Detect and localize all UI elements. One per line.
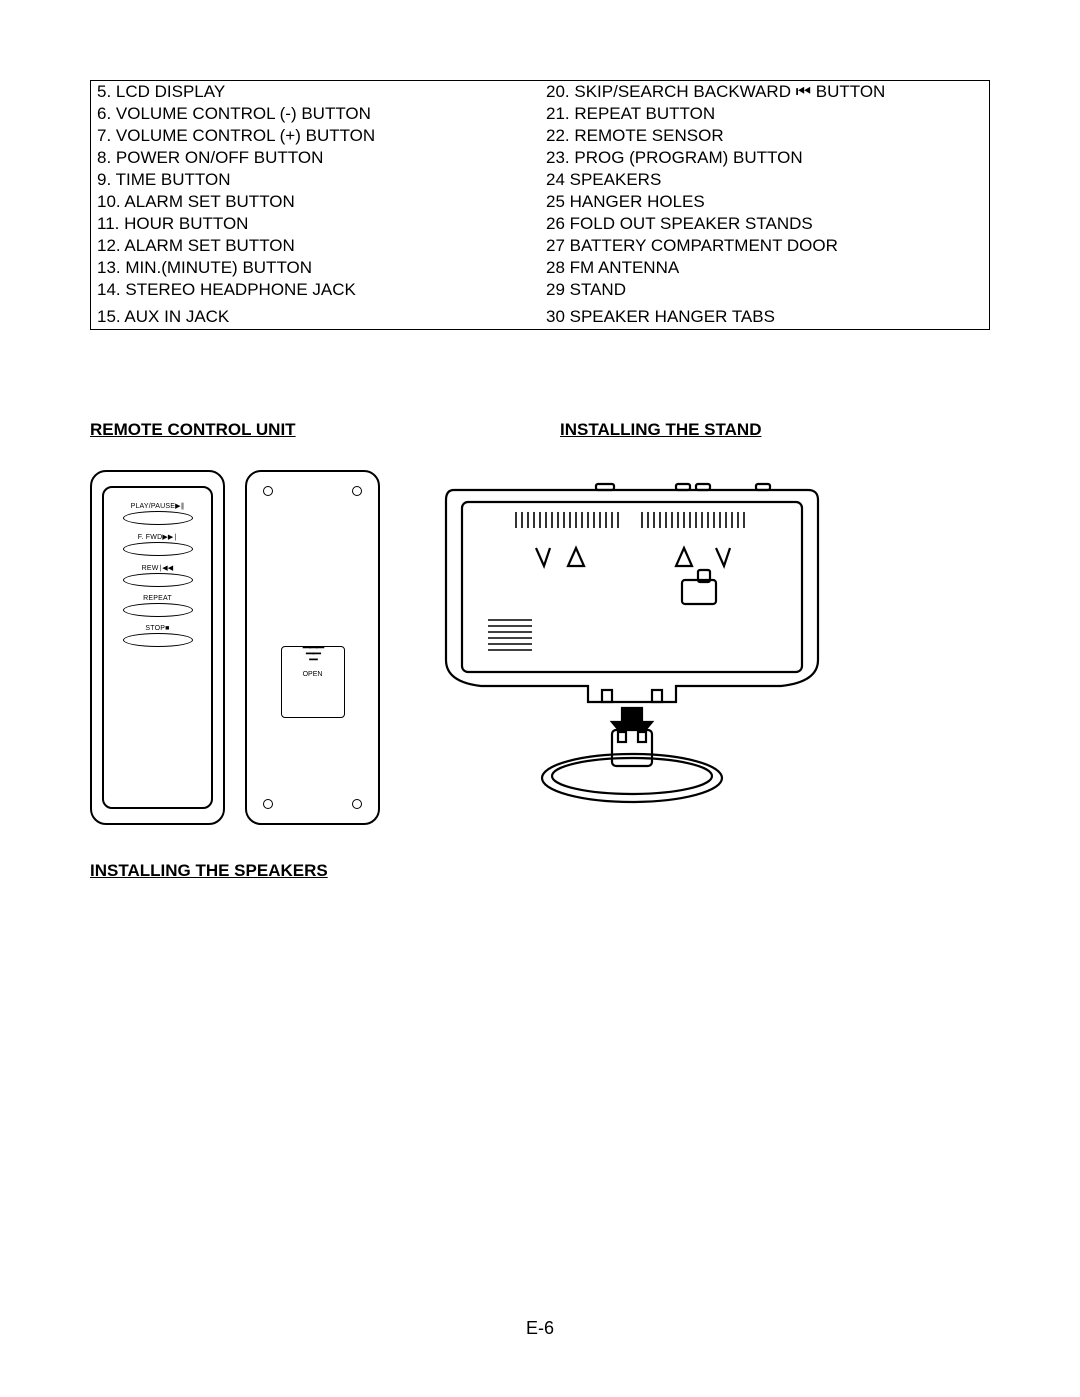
remote-button	[123, 511, 193, 525]
parts-table: 5. LCD DISPLAY20. SKIP/SEARCH BACKWARD ⏮…	[90, 80, 990, 330]
cell: 22. REMOTE SENSOR	[540, 125, 990, 147]
screw-icon	[263, 799, 273, 809]
remote-button	[123, 633, 193, 647]
remote-btn-label: REPEAT	[143, 595, 172, 602]
remote-back: ▔▔▔▔▔▔ OPEN	[245, 470, 380, 825]
remote-button	[123, 573, 193, 587]
cell: 28 FM ANTENNA	[540, 257, 990, 279]
cell: 15. AUX IN JACK	[91, 301, 541, 330]
heading-speakers: INSTALLING THE SPEAKERS	[90, 861, 990, 881]
cell: 20. SKIP/SEARCH BACKWARD ⏮ BUTTON	[540, 81, 990, 104]
cell: 21. REPEAT BUTTON	[540, 103, 990, 125]
screw-icon	[352, 799, 362, 809]
cell: 23. PROG (PROGRAM) BUTTON	[540, 147, 990, 169]
heading-stand: INSTALLING THE STAND	[560, 420, 761, 440]
remote-button	[123, 542, 193, 556]
battery-door: ▔▔▔▔▔▔ OPEN	[281, 646, 345, 718]
heading-remote: REMOTE CONTROL UNIT	[90, 420, 560, 440]
cell: 24 SPEAKERS	[540, 169, 990, 191]
remote-btn-label: PLAY/PAUSE▶∥	[131, 502, 185, 510]
remote-front: PLAY/PAUSE▶∥ F. FWD▶▶∣ REW∣◀◀ REPEAT STO…	[90, 470, 225, 825]
cell: 14. STEREO HEADPHONE JACK	[91, 279, 541, 301]
cell: 13. MIN.(MINUTE) BUTTON	[91, 257, 541, 279]
cell: 9. TIME BUTTON	[91, 169, 541, 191]
screw-icon	[352, 486, 362, 496]
cell: 5. LCD DISPLAY	[91, 81, 541, 104]
cell: 8. POWER ON/OFF BUTTON	[91, 147, 541, 169]
cell: 11. HOUR BUTTON	[91, 213, 541, 235]
cell: 10. ALARM SET BUTTON	[91, 191, 541, 213]
screw-icon	[263, 486, 273, 496]
remote-btn-label: REW∣◀◀	[142, 564, 174, 572]
cell: 6. VOLUME CONTROL (-) BUTTON	[91, 103, 541, 125]
open-arrow-icon: ▔▔▔▔▔▔	[282, 651, 344, 669]
cell: 26 FOLD OUT SPEAKER STANDS	[540, 213, 990, 235]
stand-svg	[426, 470, 836, 810]
cell: 25 HANGER HOLES	[540, 191, 990, 213]
remote-diagram: PLAY/PAUSE▶∥ F. FWD▶▶∣ REW∣◀◀ REPEAT STO…	[90, 470, 380, 825]
open-label: OPEN	[282, 671, 344, 678]
remote-btn-label: F. FWD▶▶∣	[138, 533, 177, 541]
stand-diagram	[426, 470, 836, 825]
page-number: E-6	[0, 1318, 1080, 1339]
remote-button	[123, 603, 193, 617]
cell: 30 SPEAKER HANGER TABS	[540, 301, 990, 330]
cell: 12. ALARM SET BUTTON	[91, 235, 541, 257]
remote-btn-label: STOP■	[145, 625, 169, 632]
cell: 29 STAND	[540, 279, 990, 301]
cell: 7. VOLUME CONTROL (+) BUTTON	[91, 125, 541, 147]
cell: 27 BATTERY COMPARTMENT DOOR	[540, 235, 990, 257]
